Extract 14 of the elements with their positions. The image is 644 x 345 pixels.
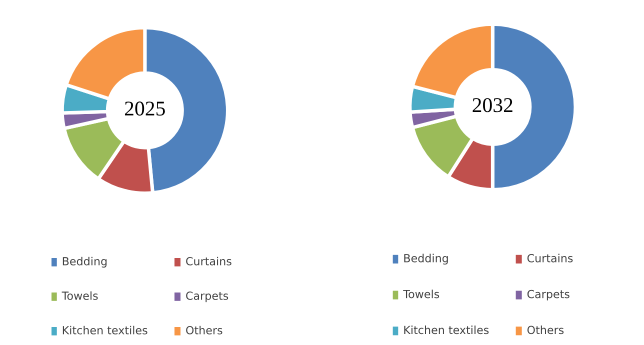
legend-label: Kitchen textiles — [404, 326, 489, 334]
legend-label: Towels — [62, 291, 98, 300]
legend-label: Curtains — [186, 256, 232, 266]
legend-label: Others — [527, 326, 564, 334]
text: 2032 — [472, 98, 512, 112]
legend-label: Kitchen textiles — [62, 326, 148, 334]
legend-label: Bedding — [404, 254, 448, 265]
legend-label: Towels — [403, 290, 440, 298]
legend-label: Carpets — [527, 290, 570, 300]
legend-label: Curtains — [527, 254, 573, 262]
legend-label: Bedding — [62, 256, 107, 268]
text: 2025 — [124, 102, 165, 116]
legend-label: Carpets — [186, 292, 228, 302]
legend-label: Others — [186, 326, 222, 334]
